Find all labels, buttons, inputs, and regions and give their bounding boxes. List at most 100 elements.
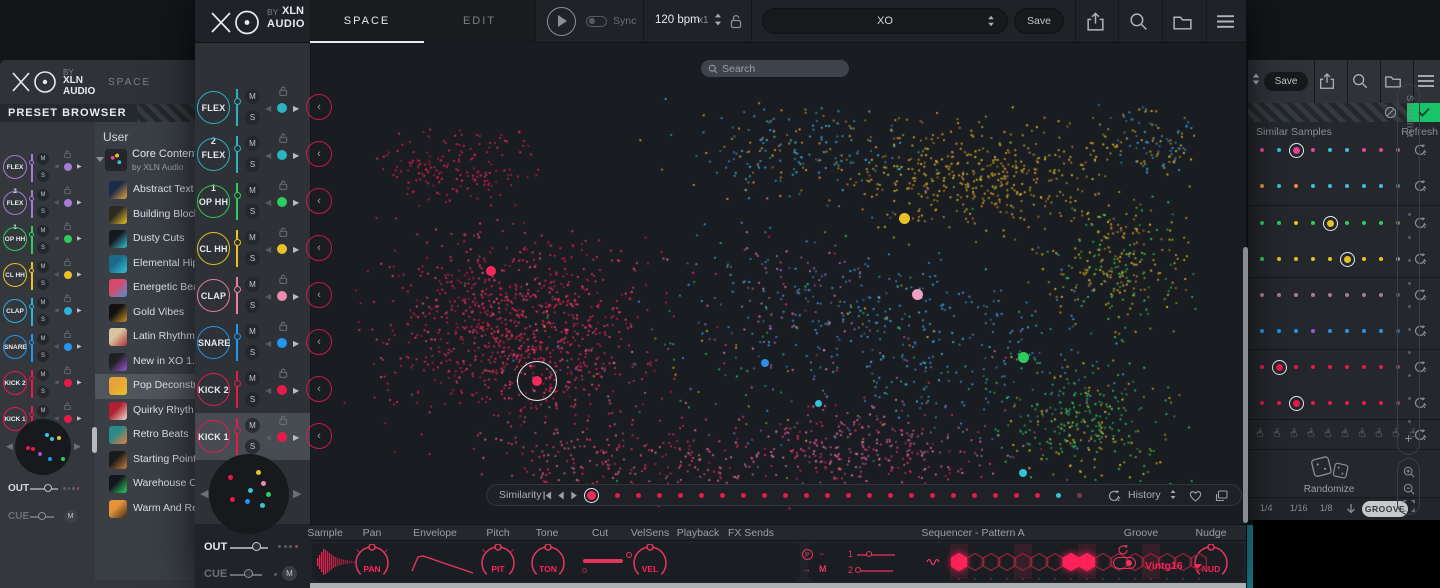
channel-space-anchor[interactable]: ‹: [306, 423, 332, 449]
pan-knob[interactable]: PAN: [352, 544, 392, 582]
copy-stack-icon[interactable]: [1215, 490, 1228, 502]
featured-sample-dot[interactable]: [911, 288, 923, 300]
similar-dot[interactable]: [1345, 329, 1349, 333]
channel-volume-track[interactable]: [236, 323, 238, 361]
left-window-tab-space[interactable]: SPACE: [108, 77, 152, 88]
channel-next-icon[interactable]: ▶: [77, 380, 82, 386]
channel-volume-handle[interactable]: [29, 160, 34, 165]
preset-item-name[interactable]: Pop Deconstr: [133, 379, 195, 391]
similar-dot-selected[interactable]: [1271, 359, 1287, 375]
channel-volume-handle[interactable]: [233, 238, 241, 246]
channel-next-icon[interactable]: ▶: [77, 416, 82, 422]
preset-root-row[interactable]: Core Content by XLN Audio: [95, 146, 197, 176]
seq-step-8[interactable]: [1062, 552, 1080, 572]
channel-row-clap[interactable]: CLAP M S ◀ ▶: [195, 272, 310, 319]
preset-item-name[interactable]: Latin Rhythms: [133, 330, 195, 342]
preset-item-name[interactable]: Quirky Rhyth: [133, 403, 194, 416]
seq-step-14[interactable]: [1158, 552, 1176, 572]
similar-dot[interactable]: [1328, 329, 1332, 333]
channel-solo-button[interactable]: S: [245, 344, 260, 360]
right-save-button[interactable]: Save: [1264, 72, 1308, 91]
channel-pad[interactable]: OP HH: [197, 184, 230, 218]
lock-icon[interactable]: [279, 180, 288, 190]
out-slider-handle[interactable]: [252, 542, 261, 551]
groove-cycle-icon[interactable]: [1116, 544, 1130, 556]
similarity-dot[interactable]: [888, 493, 893, 498]
channel-solo-button[interactable]: S: [245, 391, 260, 407]
channel-mute-button[interactable]: M: [245, 370, 260, 386]
similar-dot[interactable]: [1345, 221, 1349, 225]
zoom-out-icon[interactable]: [1403, 483, 1415, 495]
similar-dot-selected[interactable]: [1339, 251, 1355, 267]
similar-dot[interactable]: [1260, 257, 1264, 261]
channel-mute-button[interactable]: M: [245, 417, 260, 433]
export-icon[interactable]: [1318, 72, 1336, 90]
seq-step-4[interactable]: [998, 552, 1016, 572]
channel-mute-button[interactable]: M: [245, 88, 260, 104]
similar-dot[interactable]: [1260, 148, 1264, 152]
channel-prev-icon[interactable]: ◀: [265, 150, 272, 160]
similarity-dot[interactable]: [1077, 493, 1082, 498]
velsens-knob[interactable]: VEL: [630, 544, 670, 582]
lw-channel-row-cl-hh[interactable]: CL HH M S ◀ ▶: [0, 258, 95, 294]
channel-prev-icon[interactable]: ◀: [54, 272, 59, 278]
similarity-dot[interactable]: [699, 493, 704, 498]
channel-sample-dot[interactable]: [277, 385, 287, 395]
lfo-wave-icon[interactable]: [926, 557, 942, 567]
channel-volume-track[interactable]: [31, 298, 33, 326]
similar-dot[interactable]: [1328, 293, 1332, 297]
favorite-heart-icon[interactable]: [1189, 490, 1202, 502]
preset-item[interactable]: New in XO 1.1: [95, 350, 195, 375]
channel-volume-track[interactable]: [31, 334, 33, 362]
next-icon[interactable]: [570, 491, 578, 500]
channel-row-kick-2[interactable]: KICK 2 M S ◀ ▶: [195, 366, 310, 413]
channel-pad[interactable]: CLAP: [197, 278, 230, 312]
similar-dot[interactable]: [1362, 401, 1366, 405]
channel-mute-button[interactable]: M: [37, 189, 49, 201]
channel-prev-icon[interactable]: ◀: [265, 244, 272, 254]
similar-dot[interactable]: [1396, 257, 1400, 261]
channel-next-icon[interactable]: ▶: [293, 385, 300, 395]
channel-sample-dot[interactable]: [277, 338, 287, 348]
preset-item-name[interactable]: Elemental Hip: [133, 256, 195, 269]
shortlist-slot-dot[interactable]: [1408, 213, 1411, 216]
preset-item-name[interactable]: Building Block: [133, 207, 195, 220]
pitch-knob[interactable]: PIT: [478, 544, 518, 582]
channel-prev-icon[interactable]: ◀: [265, 432, 272, 442]
channel-prev-icon[interactable]: ◀: [54, 236, 59, 242]
channel-prev-icon[interactable]: ◀: [265, 197, 272, 207]
similar-dot[interactable]: [1277, 293, 1281, 297]
channel-solo-button[interactable]: S: [37, 206, 49, 218]
similar-dot[interactable]: [1379, 221, 1383, 225]
channel-pad[interactable]: KICK 1: [197, 419, 230, 453]
channel-sample-dot[interactable]: [277, 244, 287, 254]
similar-dot[interactable]: [1277, 257, 1281, 261]
similar-dot[interactable]: [1311, 365, 1315, 369]
preset-item[interactable]: Warehouse O: [95, 472, 195, 497]
channel-prev-icon[interactable]: ◀: [265, 291, 272, 301]
similar-dot[interactable]: [1328, 184, 1332, 188]
channel-space-anchor[interactable]: ‹: [306, 141, 332, 167]
similar-dot[interactable]: [1277, 329, 1281, 333]
channel-volume-track[interactable]: [236, 276, 238, 314]
lw-channel-row-flex-2[interactable]: FLEX 2 M S ◀ ▶: [0, 150, 95, 195]
preset-item[interactable]: Energetic Bea: [95, 276, 195, 301]
hand-icon[interactable]: ☝: [1322, 425, 1333, 441]
channel-mute-button[interactable]: M: [245, 182, 260, 198]
seq-step-13[interactable]: [1142, 552, 1160, 572]
right-stepper-up[interactable]: [1252, 73, 1260, 85]
channel-sample-dot[interactable]: [277, 432, 287, 442]
similar-dot[interactable]: [1396, 365, 1400, 369]
featured-sample-dot[interactable]: [761, 359, 769, 367]
channel-sample-dot[interactable]: [64, 163, 72, 171]
similar-dot[interactable]: [1379, 329, 1383, 333]
lock-icon[interactable]: [64, 402, 71, 411]
similar-dot[interactable]: [1294, 329, 1298, 333]
similar-dot[interactable]: [1294, 184, 1298, 188]
channel-row-op-hh[interactable]: OP HH M S ◀ ▶: [195, 178, 310, 225]
out-slider[interactable]: [230, 547, 268, 549]
sample-space-map[interactable]: [311, 43, 1247, 524]
channel-sample-dot[interactable]: [277, 197, 287, 207]
similar-dot[interactable]: [1396, 184, 1400, 188]
similar-dot[interactable]: [1345, 148, 1349, 152]
